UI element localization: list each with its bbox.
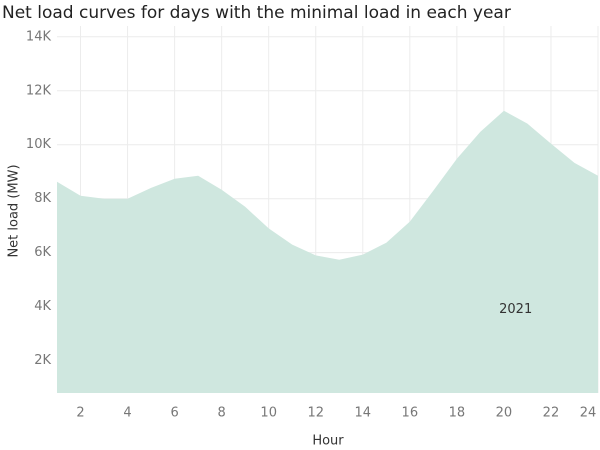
- y-tick-label: 6K: [34, 245, 51, 260]
- x-tick-label: 22: [543, 406, 560, 421]
- y-tick-label: 2K: [34, 353, 51, 368]
- chart-title: Net load curves for days with the minima…: [2, 3, 511, 23]
- y-tick-label: 8K: [34, 191, 51, 206]
- y-tick-label: 10K: [26, 137, 52, 152]
- x-tick-label: 12: [307, 406, 324, 421]
- y-tick-label: 14K: [26, 29, 52, 44]
- x-tick-label: 14: [355, 406, 372, 421]
- x-tick-label: 6: [170, 406, 178, 421]
- y-tick-label: 4K: [34, 299, 51, 314]
- x-axis-label: Hour: [312, 434, 344, 449]
- x-tick-label: 20: [496, 406, 513, 421]
- x-tick-label: 18: [449, 406, 466, 421]
- x-tick-label: 4: [123, 406, 131, 421]
- x-tick-label: 10: [260, 406, 277, 421]
- x-tick-label: 24: [580, 406, 597, 421]
- y-axis-label: Net load (MW): [7, 164, 22, 257]
- x-tick-label: 16: [402, 406, 419, 421]
- x-tick-label: 8: [218, 406, 226, 421]
- y-tick-label: 12K: [26, 83, 52, 98]
- series-label: 2021: [499, 302, 532, 317]
- area: [57, 110, 598, 393]
- x-tick-label: 2: [76, 406, 84, 421]
